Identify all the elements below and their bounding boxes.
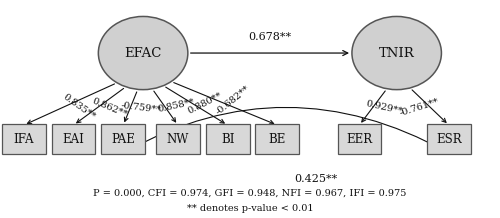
- Text: -0.759**: -0.759**: [120, 101, 162, 115]
- Text: 0.929**: 0.929**: [364, 99, 403, 116]
- Text: 0.858**: 0.858**: [156, 98, 195, 114]
- Text: TNIR: TNIR: [379, 46, 414, 60]
- Text: 0.425**: 0.425**: [294, 174, 338, 184]
- Text: 0.678**: 0.678**: [248, 32, 292, 42]
- FancyBboxPatch shape: [52, 124, 96, 154]
- Text: NW: NW: [166, 133, 189, 146]
- Text: BI: BI: [221, 133, 234, 146]
- Ellipse shape: [352, 16, 442, 90]
- Ellipse shape: [98, 16, 188, 90]
- Text: EFAC: EFAC: [124, 46, 162, 60]
- FancyBboxPatch shape: [206, 124, 250, 154]
- Text: EER: EER: [346, 133, 372, 146]
- Text: IFA: IFA: [14, 133, 34, 146]
- FancyBboxPatch shape: [2, 124, 46, 154]
- FancyBboxPatch shape: [102, 124, 145, 154]
- Text: 0.835**: 0.835**: [62, 92, 97, 121]
- Text: P = 0.000, CFI = 0.974, GFI = 0.948, NFI = 0.967, IFI = 0.975: P = 0.000, CFI = 0.974, GFI = 0.948, NFI…: [94, 188, 406, 198]
- Text: -0.761**: -0.761**: [398, 98, 440, 118]
- FancyBboxPatch shape: [427, 124, 471, 154]
- Text: 0.880**: 0.880**: [186, 91, 224, 116]
- FancyBboxPatch shape: [256, 124, 299, 154]
- Text: EAI: EAI: [62, 133, 84, 146]
- FancyArrowPatch shape: [126, 107, 446, 152]
- Text: 0.862**: 0.862**: [90, 96, 129, 119]
- Text: ** denotes p-value < 0.01: ** denotes p-value < 0.01: [186, 203, 314, 213]
- Text: PAE: PAE: [112, 133, 135, 146]
- FancyBboxPatch shape: [156, 124, 200, 154]
- Text: BE: BE: [268, 133, 286, 146]
- FancyBboxPatch shape: [338, 124, 382, 154]
- Text: ESR: ESR: [436, 133, 462, 146]
- Text: -0.682**: -0.682**: [214, 84, 252, 117]
